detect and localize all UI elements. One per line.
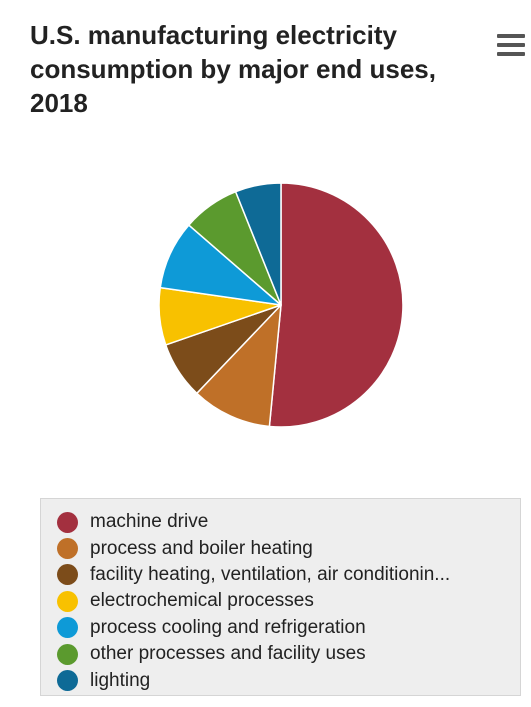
legend-swatch bbox=[57, 670, 78, 692]
legend-swatch bbox=[57, 564, 78, 586]
pie-chart bbox=[158, 182, 404, 428]
legend-label: machine drive bbox=[90, 511, 209, 533]
hamburger-menu-icon[interactable] bbox=[497, 34, 525, 58]
legend-item-lighting[interactable]: lighting bbox=[41, 667, 520, 693]
legend-item-machine-drive[interactable]: machine drive bbox=[41, 509, 520, 535]
legend-label: process cooling and refrigeration bbox=[90, 616, 366, 638]
legend-label: lighting bbox=[90, 669, 151, 691]
legend-swatch bbox=[57, 643, 78, 665]
legend-item-facility-hvac[interactable]: facility heating, ventilation, air condi… bbox=[41, 562, 520, 588]
legend-label: process and boiler heating bbox=[90, 537, 313, 559]
legend-swatch bbox=[57, 511, 78, 533]
legend-item-electrochemical-processes[interactable]: electrochemical processes bbox=[41, 588, 520, 614]
legend-swatch bbox=[57, 590, 78, 612]
pie-slice-process-and-boiler-heating[interactable] bbox=[196, 304, 282, 428]
legend-item-other-processes-and-facility-uses[interactable]: other processes and facility uses bbox=[41, 641, 520, 667]
chart-title: U.S. manufacturing electricity consumpti… bbox=[30, 20, 436, 118]
legend-label: facility heating, ventilation, air condi… bbox=[90, 563, 451, 585]
legend-item-process-and-boiler-heating[interactable]: process and boiler heating bbox=[41, 535, 520, 561]
legend-label: other processes and facility uses bbox=[90, 643, 366, 665]
legend: machine drive process and boiler heating… bbox=[40, 498, 521, 696]
legend-item-process-cooling-and-refrigeration[interactable]: process cooling and refrigeration bbox=[41, 615, 520, 641]
legend-label: electrochemical processes bbox=[90, 590, 314, 612]
pie-slice-machine-drive[interactable] bbox=[268, 182, 404, 428]
legend-swatch bbox=[57, 617, 78, 639]
pie-slice-lighting[interactable] bbox=[234, 182, 282, 306]
legend-swatch bbox=[57, 538, 78, 560]
